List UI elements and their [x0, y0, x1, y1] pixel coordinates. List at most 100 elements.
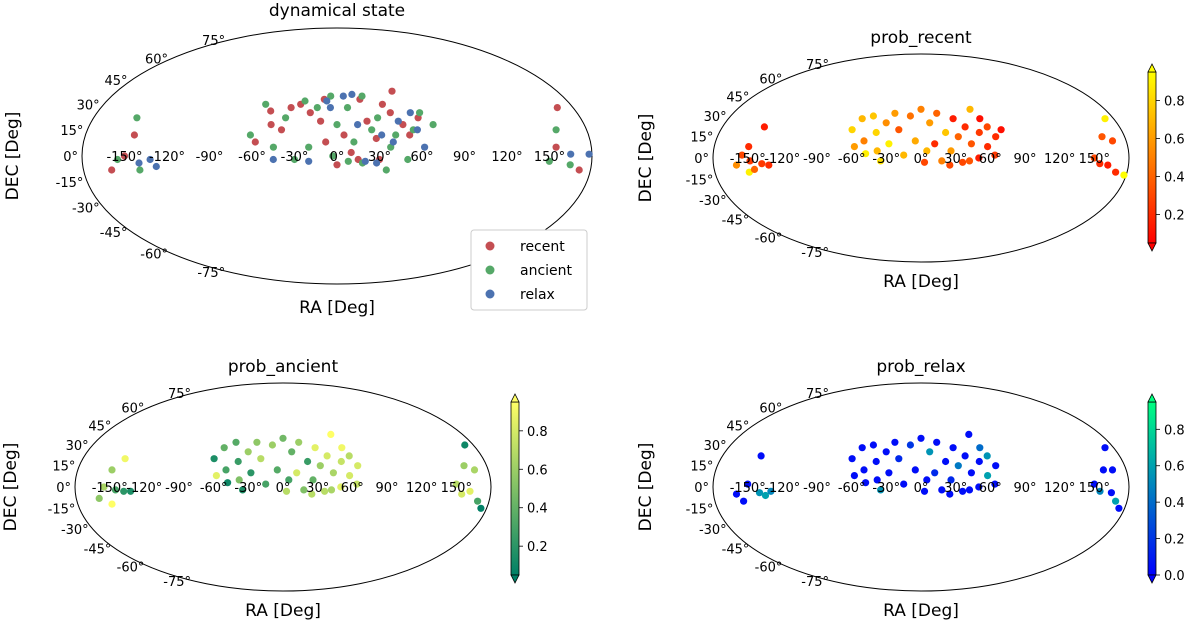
data-point [765, 161, 773, 169]
data-point [761, 491, 770, 500]
data-point-ancient [301, 97, 309, 105]
data-point [108, 466, 116, 474]
colorbar-tick-label: 0.6 [1164, 460, 1185, 475]
ra-tick-label: -30° [281, 150, 309, 165]
data-point [877, 486, 885, 494]
data-point-ancient [545, 157, 553, 165]
dec-tick-label: -45° [722, 214, 750, 229]
colorbar-extend-top [1147, 393, 1157, 403]
data-point-recent [322, 138, 330, 146]
data-point [100, 483, 108, 491]
data-point [311, 444, 319, 452]
data-point [947, 476, 955, 484]
colorbar-tick-label: 0.0 [1164, 569, 1185, 584]
data-point-relax [421, 143, 429, 151]
dec-tick-label: -15° [56, 176, 84, 191]
legend-marker-recent [485, 241, 495, 251]
ra-tick-label: 60° [979, 152, 1002, 167]
data-point [300, 486, 308, 494]
data-point [920, 158, 929, 166]
data-point-ancient [262, 100, 270, 108]
dec-tick-label: 60° [145, 52, 168, 67]
data-point [758, 160, 766, 168]
dec-tick-label: 45° [726, 90, 749, 105]
data-point-relax [269, 155, 277, 164]
data-point [858, 115, 866, 123]
data-point [746, 157, 754, 165]
data-point [285, 476, 293, 484]
chart-title: prob_ancient [228, 357, 339, 377]
ra-tick-label: -30° [234, 481, 262, 496]
legend-label-recent: recent [520, 239, 565, 255]
data-point [232, 438, 240, 446]
data-point-relax [585, 150, 593, 158]
colorbar-body [510, 401, 520, 576]
data-point [247, 469, 255, 477]
data-point [862, 150, 870, 158]
data-point [858, 444, 866, 452]
data-point [877, 157, 885, 165]
ra-tick-label: -150° [92, 481, 128, 496]
data-point [869, 441, 878, 449]
x-axis-label: RA [Deg] [245, 601, 321, 621]
colorbar-extend-top [1147, 63, 1157, 73]
data-points [95, 430, 485, 512]
data-point [906, 441, 915, 449]
ra-tick-label: 30° [944, 481, 967, 496]
ra-tick-label: -150° [730, 481, 766, 496]
dec-tick-label: -30° [699, 194, 727, 209]
colorbar-extend-bottom [1147, 242, 1157, 252]
data-point [991, 151, 999, 159]
data-point [848, 126, 856, 134]
ra-tick-label: -150° [730, 152, 766, 167]
data-point [738, 151, 746, 159]
data-point [976, 115, 984, 123]
data-point [938, 157, 946, 165]
dec-tick-label: -15° [686, 173, 714, 188]
data-point-relax [378, 131, 386, 139]
data-point [253, 438, 261, 446]
data-point [127, 487, 135, 495]
data-point-recent [333, 161, 341, 169]
data-point [975, 483, 983, 491]
data-point [895, 126, 903, 134]
data-point [983, 123, 991, 131]
data-point [926, 448, 934, 456]
data-point-ancient [368, 126, 376, 134]
data-point [108, 500, 116, 508]
ra-tick-label: 90° [1013, 481, 1036, 496]
data-point [938, 486, 946, 494]
data-point [882, 119, 890, 127]
data-point [961, 452, 969, 460]
panel-dynamical-state: -150° -120° -90° -60° -30° 0° 30° 60° 90° 120° 150… [3, 1, 593, 318]
data-point-ancient [313, 104, 321, 112]
data-point [992, 133, 1000, 141]
legend-marker-ancient [485, 265, 495, 275]
ra-tick-label: -90° [165, 481, 193, 496]
data-point [946, 161, 954, 169]
data-point [872, 457, 880, 466]
dec-tick-label: 75° [168, 387, 191, 402]
data-point [353, 480, 361, 488]
ra-tick-label: 90° [375, 481, 398, 496]
data-point [1108, 466, 1117, 474]
data-points [732, 105, 1128, 179]
data-point-ancient [404, 155, 412, 164]
dec-tick-label: 15° [52, 460, 75, 475]
data-point [885, 469, 893, 477]
dec-tick-label: -30° [699, 523, 727, 538]
colorbar-tick-label: 0.8 [527, 425, 548, 440]
data-point [917, 434, 925, 442]
colorbar-tick-label: 0.4 [1164, 496, 1185, 511]
y-axis-label: DEC [Deg] [3, 112, 23, 201]
data-point [262, 480, 270, 488]
data-point [965, 157, 974, 165]
dec-tick-label: 0° [694, 481, 709, 496]
dec-tick-label: -30° [61, 523, 89, 538]
data-point [338, 444, 346, 452]
data-point [244, 448, 252, 456]
data-point [949, 115, 957, 123]
legend-box [470, 229, 588, 311]
legend-label-ancient: ancient [520, 263, 573, 279]
